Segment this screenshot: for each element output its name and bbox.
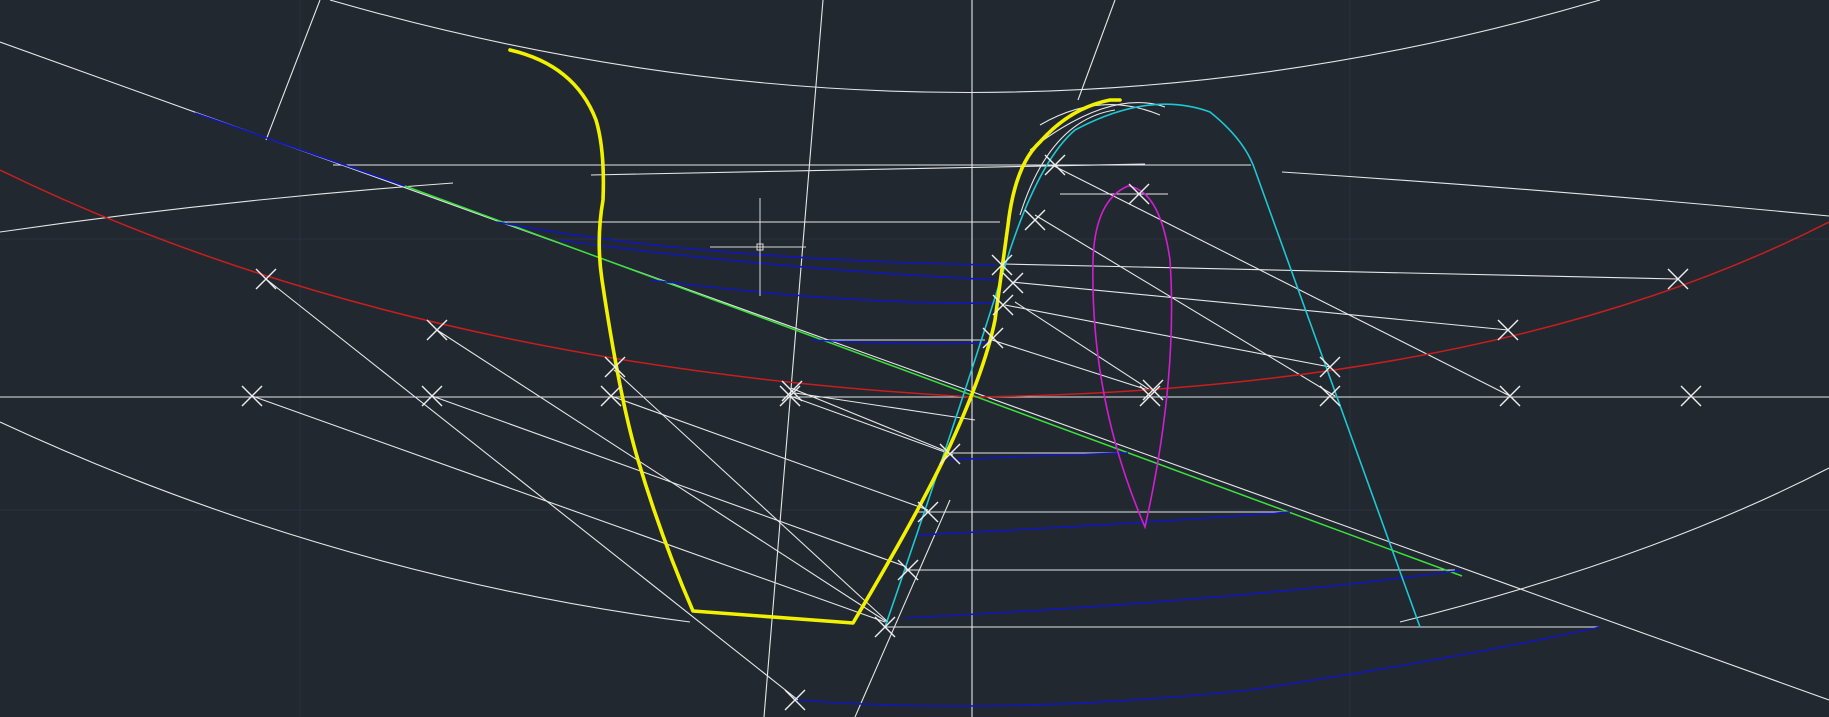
blue-curves [496,221,1601,707]
top-arc [329,0,1601,93]
red-pitch-arc [0,169,1829,398]
blue-tangent-line [194,112,406,187]
yellow-tooth-profile [508,48,1122,625]
lower-right-arc [1399,467,1829,623]
x-marker-icon [241,154,1702,711]
left-diagonal-line [0,182,454,233]
cyan-tooth-outline [884,103,1421,628]
lower-left-arc [0,421,691,623]
crosshair-cursor-icon [710,198,806,296]
upper-long-curve [1281,171,1829,217]
magenta-loop [1092,185,1173,530]
green-tangent-line [404,185,1463,577]
